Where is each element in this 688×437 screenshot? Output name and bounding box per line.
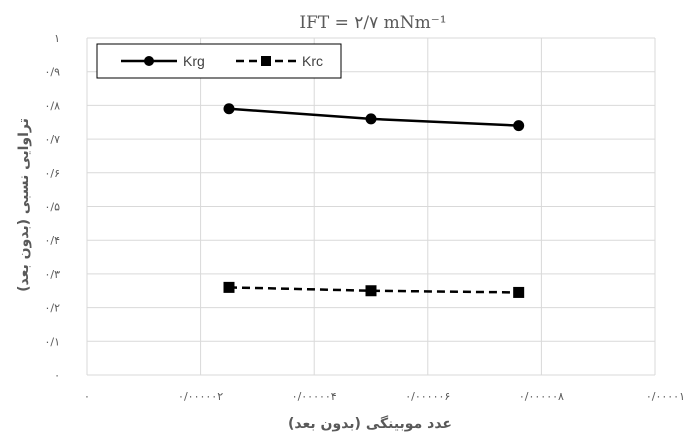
- point-krc: [223, 281, 235, 293]
- y-tick-label: ۱: [54, 32, 60, 45]
- legend-marker-krg: [144, 56, 154, 66]
- y-axis-ticks: ۰ ۰/۱ ۰/۲ ۰/۳ ۰/۴ ۰/۵ ۰/۶ ۰/۷ ۰/۸ ۰/۹ ۱: [44, 32, 60, 382]
- y-tick-label: ۰/۷: [44, 133, 60, 146]
- y-tick-label: ۰/۸: [44, 99, 60, 112]
- y-tick-label: ۰/۶: [44, 167, 60, 180]
- y-tick-label: ۰/۲: [44, 302, 60, 315]
- x-tick-label: ۰/۰۰۰۰۰۸: [519, 390, 564, 403]
- x-tick-label: ۰/۰۰۰۰۰۲: [178, 390, 223, 403]
- point-krc: [365, 285, 377, 297]
- x-tick-label: ۰/۰۰۰۰۱: [646, 390, 685, 403]
- x-axis-title: عدد موبینگی (بدون بعد): [288, 415, 452, 432]
- x-tick-label: ۰: [84, 390, 90, 403]
- series-layer: [223, 103, 525, 298]
- gridlines: [86, 37, 656, 376]
- y-axis-title: تراوایی نسبی (بدون بعد): [16, 118, 32, 292]
- point-krg: [513, 120, 525, 132]
- y-tick-label: ۰/۳: [44, 268, 60, 281]
- y-tick-label: ۰: [54, 369, 60, 382]
- legend-marker-krc: [261, 56, 271, 66]
- y-tick-label: ۰/۴: [44, 234, 60, 247]
- chart-title: IFT = ۲/۷ mNm⁻¹: [299, 13, 446, 33]
- legend-label-krg: Krg: [183, 53, 205, 69]
- legend: Krg Krc: [96, 43, 342, 79]
- series-line-krc: [228, 286, 519, 294]
- x-axis-ticks: ۰ ۰/۰۰۰۰۰۲ ۰/۰۰۰۰۰۴ ۰/۰۰۰۰۰۶ ۰/۰۰۰۰۰۸ ۰/۰۰۰۰۱: [84, 390, 685, 403]
- x-tick-label: ۰/۰۰۰۰۰۶: [405, 390, 450, 403]
- point-krg: [365, 113, 377, 125]
- y-tick-label: ۰/۵: [44, 201, 60, 214]
- y-tick-label: ۰/۹: [44, 66, 60, 79]
- y-tick-label: ۰/۱: [44, 335, 60, 348]
- point-krc: [513, 286, 525, 298]
- legend-label-krc: Krc: [302, 53, 323, 69]
- point-krg: [223, 103, 235, 115]
- x-tick-label: ۰/۰۰۰۰۰۴: [292, 390, 337, 403]
